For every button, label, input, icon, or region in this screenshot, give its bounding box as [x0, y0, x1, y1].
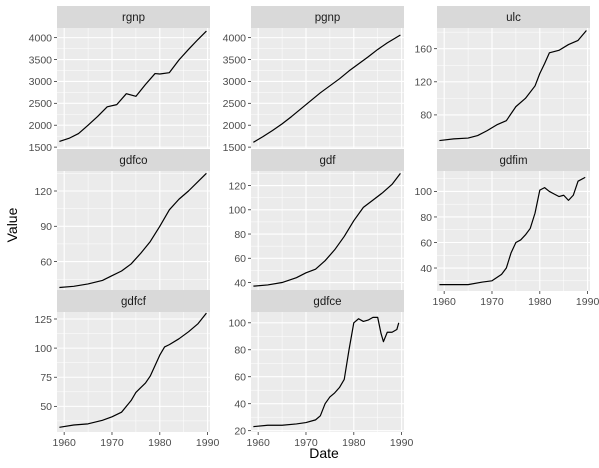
y-tick-label: 2500 — [29, 98, 53, 110]
x-tick-label: 1970 — [294, 437, 318, 449]
y-tick-label: 75 — [40, 372, 52, 384]
y-tick-label: 2000 — [223, 120, 247, 132]
facet-strip — [251, 6, 404, 28]
panel-background — [437, 171, 590, 291]
x-tick-label: 1970 — [100, 437, 124, 449]
x-tick-label: 1960 — [52, 437, 76, 449]
facet-panel-gdf: gdf 40 60 80 100 120 — [228, 149, 404, 291]
y-tick-label: 125 — [34, 314, 52, 326]
y-tick-label: 2000 — [29, 120, 53, 132]
y-tick-label: 4000 — [29, 32, 53, 44]
x-tick-label: 1990 — [576, 296, 599, 308]
facet-strip — [251, 290, 404, 312]
y-tick-label: 3500 — [223, 54, 247, 66]
y-tick-label: 1500 — [29, 142, 53, 154]
facet-strip-label: gdfcf — [121, 296, 147, 308]
series-line-gdfce — [253, 316, 400, 428]
series-line-rgnp — [59, 30, 207, 143]
x-tick-label: 1980 — [342, 437, 366, 449]
facet-panel-pgnp: pgnp 1500 2000 2500 3000 3500 4000 — [223, 6, 404, 154]
y-tick-label: 40 — [234, 277, 246, 289]
y-tick-label: 60 — [420, 237, 432, 249]
y-tick-label: 120 — [414, 77, 432, 89]
series-line-pgnp — [253, 34, 401, 143]
y-tick-label: 80 — [234, 345, 246, 357]
facet-strip-label: ulc — [506, 12, 521, 24]
facet-strip — [57, 290, 210, 312]
y-tick-label: 40 — [420, 263, 432, 275]
y-tick-label: 3500 — [29, 54, 53, 66]
y-tick-label: 20 — [234, 425, 246, 437]
y-tick-label: 50 — [40, 401, 52, 413]
y-tick-label: 60 — [234, 372, 246, 384]
facet-strip — [437, 149, 590, 171]
series-line-gdfcf — [59, 312, 207, 428]
y-tick-label: 2500 — [223, 98, 247, 110]
y-tick-label: 160 — [414, 43, 432, 55]
y-tick-label: 1500 — [223, 142, 247, 154]
facet-strip-label: rgnp — [122, 12, 145, 24]
facet-strip — [437, 6, 590, 28]
panel-background — [57, 28, 210, 148]
x-tick-label: 1970 — [480, 296, 504, 308]
facet-panel-gdfce: gdfce 20 40 60 80 100 1960 1970 1980 1990 — [228, 290, 413, 449]
x-tick-label: 1990 — [196, 437, 220, 449]
y-tick-label: 80 — [420, 212, 432, 224]
series-line-gdfim — [439, 176, 586, 286]
x-tick-label: 1960 — [432, 296, 456, 308]
facet-strip-label: gdfco — [119, 155, 147, 167]
y-tick-label: 90 — [40, 221, 52, 233]
y-tick-label: 3000 — [29, 76, 53, 88]
y-tick-label: 4000 — [223, 32, 247, 44]
facet-strip — [57, 149, 210, 171]
facet-strip — [57, 6, 210, 28]
y-tick-label: 60 — [40, 256, 52, 268]
y-tick-label: 80 — [420, 110, 432, 122]
y-axis-title: Value — [4, 207, 20, 242]
x-axis-title: Date — [309, 445, 339, 461]
panel-background — [251, 312, 404, 432]
y-tick-label: 3000 — [223, 76, 247, 88]
x-tick-label: 1980 — [148, 437, 172, 449]
y-tick-label: 100 — [414, 186, 432, 198]
series-line-gdfco — [59, 172, 207, 289]
facet-panel-gdfco: gdfco 60 90 120 — [34, 149, 210, 291]
facet-strip-label: gdfim — [499, 155, 527, 167]
panel-background — [437, 28, 590, 148]
x-tick-label: 1960 — [246, 437, 270, 449]
facet-panel-gdfcf: gdfcf 50 75 100 125 1960 1970 1980 1990 — [34, 290, 219, 449]
panel-background — [57, 171, 210, 291]
y-tick-label: 100 — [228, 318, 246, 330]
facet-strip-label: gdf — [320, 155, 337, 167]
facet-strip — [251, 149, 404, 171]
facet-panel-ulc: ulc 80 120 160 — [414, 6, 590, 148]
y-tick-label: 120 — [228, 180, 246, 192]
facet-strip-label: gdfce — [313, 296, 341, 308]
facet-strip-label: pgnp — [315, 12, 341, 24]
x-tick-label: 1980 — [528, 296, 552, 308]
series-line-gdf — [253, 173, 401, 287]
y-tick-label: 100 — [228, 205, 246, 217]
y-tick-label: 100 — [34, 343, 52, 355]
panel-background — [251, 171, 404, 291]
series-line-ulc — [439, 30, 587, 142]
y-tick-label: 40 — [234, 398, 246, 410]
y-tick-label: 60 — [234, 253, 246, 265]
y-tick-label: 120 — [34, 186, 52, 198]
facet-panel-gdfim: gdfim 40 60 80 100 1960 1970 1980 1990 — [414, 149, 599, 308]
panel-background — [57, 312, 210, 432]
facet-panel-rgnp: rgnp 1500 2000 2500 3000 3500 4000 — [29, 6, 210, 154]
y-tick-label: 80 — [234, 229, 246, 241]
x-tick-label: 1990 — [390, 437, 414, 449]
